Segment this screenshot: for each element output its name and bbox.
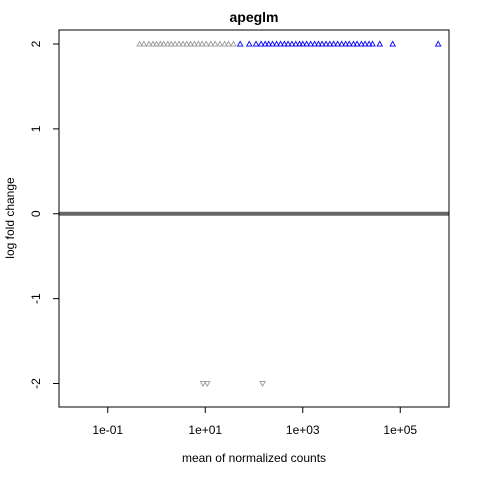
point-capped-up [160,40,167,47]
y-axis: -2 -1 0 1 2 [29,40,59,389]
point-capped-up [191,40,198,47]
point-capped-up [350,40,357,47]
y-tick-label: 0 [29,210,43,217]
point-capped-up [265,40,273,47]
x-axis: 1e-01 1e+01 1e+03 1e+05 [92,407,417,437]
point-capped-up [269,40,276,47]
point-capped-up [292,40,300,47]
y-tick-label: 2 [29,40,43,47]
x-tick-label: 1e+05 [383,423,417,437]
point-capped-up [369,40,376,47]
point-capped-up [299,40,307,47]
point-capped-up [153,40,160,47]
point-capped-up [345,40,353,47]
data-points [136,40,442,388]
point-capped-up [175,40,183,47]
point-capped-up [326,40,334,47]
point-capped-up [216,40,224,47]
point-capped-up [245,40,253,47]
point-capped-up [179,40,187,47]
point-capped-up [225,40,232,47]
point-capped-up [342,40,350,47]
point-capped-up [358,40,365,47]
point-capped-up [198,40,206,47]
point-capped-up [322,40,330,47]
point-capped-up [361,40,369,47]
y-axis-label: log fold change [3,177,17,259]
point-capped-down [203,380,211,388]
point-capped-up [365,40,373,47]
plot-area-border [58,29,450,408]
point-capped-up [221,40,229,47]
x-tick-label: 1e-01 [92,423,123,437]
point-capped-up [252,40,260,47]
point-capped-up [273,40,280,47]
point-capped-up [334,40,342,47]
x-tick-label: 1e+03 [286,423,320,437]
point-capped-up [145,40,153,47]
point-capped-down [259,380,266,388]
point-capped-up [171,40,179,47]
point-capped-up [149,40,157,47]
point-capped-up [164,40,172,47]
point-capped-up [288,40,296,47]
point-capped-up [311,40,318,47]
point-capped-up [136,40,143,47]
y-tick-label: -1 [29,293,43,304]
y-tick-label: -2 [29,378,43,389]
x-axis-label: mean of normalized counts [182,451,326,465]
point-capped-up [284,40,292,47]
point-capped-up [376,40,384,47]
point-capped-up [156,40,164,47]
point-capped-up [230,40,237,47]
point-capped-up [261,40,269,47]
point-capped-up [318,40,326,47]
point-capped-up [236,40,244,47]
point-capped-down [199,380,207,388]
point-capped-up [167,40,175,47]
x-tick-label: 1e+01 [188,423,222,437]
point-capped-up [277,40,284,47]
point-capped-up [338,40,346,47]
point-capped-up [187,40,194,47]
point-capped-up [330,40,337,47]
point-capped-up [207,40,215,47]
point-capped-up [211,40,219,47]
point-capped-up [183,40,191,47]
point-capped-up [303,40,310,47]
point-capped-up [389,40,397,47]
point-capped-up [257,40,265,47]
point-capped-up [315,40,322,47]
point-capped-up [140,40,148,47]
y-tick-label: 1 [29,125,43,132]
point-capped-up [307,40,314,47]
point-capped-up [296,40,303,47]
point-capped-up [353,40,361,47]
chart-title: apeglm [229,9,278,25]
point-capped-up [281,40,288,47]
point-capped-up [434,40,442,47]
point-capped-up [194,40,202,47]
point-capped-up [202,40,210,47]
